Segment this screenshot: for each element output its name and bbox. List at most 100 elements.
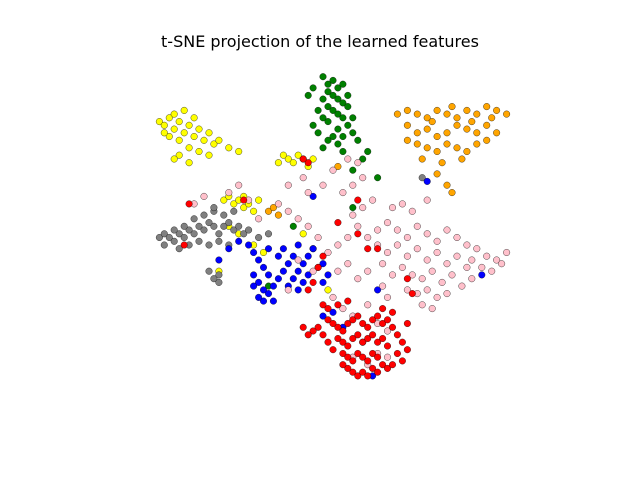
scatter-point <box>255 234 263 241</box>
scatter-point <box>374 338 382 346</box>
scatter-point <box>359 338 367 346</box>
scatter-point <box>453 114 461 122</box>
scatter-point <box>299 323 307 331</box>
scatter-point <box>324 286 332 294</box>
scatter-point <box>374 286 382 294</box>
scatter-point <box>354 275 362 283</box>
scatter-point <box>349 166 357 174</box>
scatter-point <box>453 144 461 152</box>
scatter-point <box>200 211 208 219</box>
scatter-point <box>354 372 362 380</box>
scatter-point <box>200 192 208 200</box>
scatter-point <box>339 350 347 357</box>
scatter-point <box>413 110 421 118</box>
scatter-point <box>403 234 411 241</box>
scatter-point <box>423 114 431 122</box>
scatter-point <box>170 110 178 118</box>
scatter-point <box>493 106 501 114</box>
scatter-point <box>334 84 342 92</box>
scatter-point <box>428 118 436 126</box>
scatter-point <box>393 241 401 249</box>
scatter-point <box>423 196 431 204</box>
scatter-point <box>165 114 173 122</box>
scatter-point <box>443 140 451 148</box>
scatter-point <box>170 125 178 133</box>
scatter-point <box>324 305 332 313</box>
scatter-point <box>418 275 426 283</box>
scatter-point <box>274 200 282 208</box>
scatter-point <box>418 301 426 309</box>
scatter-point <box>225 219 233 227</box>
scatter-point <box>160 241 168 249</box>
scatter-point <box>369 316 377 324</box>
scatter-point <box>413 140 421 148</box>
scatter-point <box>265 207 272 215</box>
scatter-point <box>200 136 208 144</box>
scatter-point <box>384 342 391 350</box>
scatter-point <box>205 267 213 275</box>
scatter-point <box>483 136 491 144</box>
scatter-point <box>339 114 347 122</box>
scatter-point <box>403 275 411 283</box>
scatter-point <box>344 91 352 99</box>
scatter-point <box>463 241 471 249</box>
scatter-point <box>349 181 357 189</box>
scatter-point <box>284 260 292 268</box>
scatter-point <box>364 323 372 331</box>
scatter-point <box>354 196 362 204</box>
scatter-point <box>359 368 367 376</box>
scatter-point <box>443 181 451 189</box>
scatter-point <box>319 181 327 189</box>
scatter-point <box>448 103 456 111</box>
scatter-point <box>359 155 367 163</box>
scatter-point <box>483 252 491 260</box>
scatter-point <box>364 245 372 253</box>
scatter-point <box>413 245 421 253</box>
scatter-point <box>185 144 193 152</box>
scatter-point <box>265 290 272 298</box>
scatter-point <box>265 230 272 238</box>
scatter-point <box>260 249 267 256</box>
scatter-point <box>473 245 481 253</box>
scatter-point <box>274 275 282 283</box>
scatter-point <box>433 293 441 301</box>
scatter-point <box>339 338 347 346</box>
scatter-point <box>289 159 297 167</box>
scatter-point <box>165 133 173 140</box>
scatter-point <box>299 155 307 163</box>
scatter-point <box>324 249 332 256</box>
scatter-point <box>294 267 302 275</box>
scatter-point <box>274 252 282 260</box>
scatter-point <box>180 129 188 137</box>
scatter-point <box>389 204 396 212</box>
scatter-point <box>473 110 481 118</box>
scatter-point <box>463 106 471 114</box>
scatter-point <box>423 177 431 185</box>
scatter-point <box>329 166 337 174</box>
scatter-point <box>359 204 367 212</box>
scatter-point <box>334 110 342 118</box>
scatter-point <box>359 320 367 327</box>
scatter-point <box>369 196 377 204</box>
scatter-point <box>334 301 342 309</box>
scatter-point <box>180 106 188 114</box>
scatter-point <box>155 118 163 126</box>
scatter-point <box>369 350 377 357</box>
scatter-point <box>359 174 367 182</box>
scatter-point <box>393 331 401 339</box>
scatter-point <box>379 335 387 342</box>
scatter-point <box>354 350 362 357</box>
scatter-point <box>329 293 337 301</box>
scatter-point <box>413 129 421 137</box>
scatter-point <box>354 230 362 238</box>
scatter-point <box>314 263 322 271</box>
scatter-point <box>319 252 327 260</box>
scatter-point <box>453 234 461 241</box>
scatter-point <box>304 189 312 197</box>
scatter-point <box>165 234 173 241</box>
scatter-point <box>255 256 263 264</box>
scatter-point <box>344 234 352 241</box>
data-points <box>155 73 511 380</box>
scatter-point <box>319 260 327 268</box>
scatter-point <box>344 320 352 327</box>
